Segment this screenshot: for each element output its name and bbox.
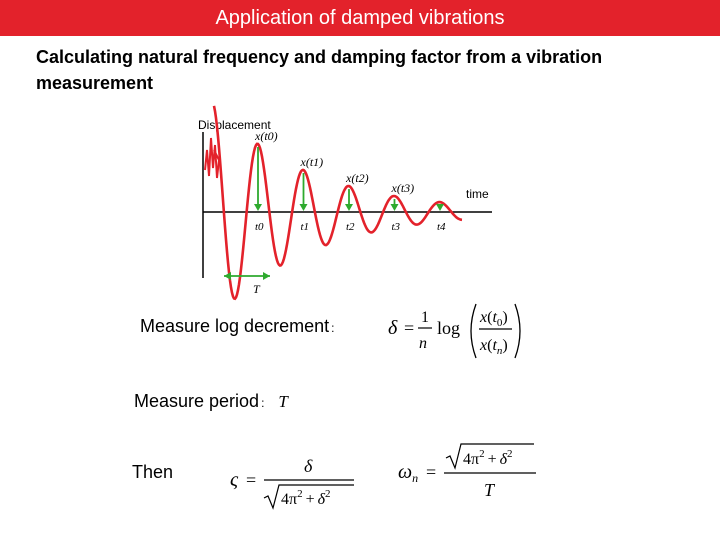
fraction-denominator: n <box>419 335 427 352</box>
slide-subtitle: Calculating natural frequency and dampin… <box>36 47 603 93</box>
delta-symbol: δ <box>388 317 398 339</box>
fraction-numerator: 1 <box>421 309 429 326</box>
frequency-radicand: 4π2 + δ2 <box>463 448 513 468</box>
peak-arrowhead-3 <box>390 204 399 211</box>
slide-title: Application of damped vibrations <box>0 0 720 36</box>
peak-label-3: x(t3) <box>391 181 415 195</box>
peak-label-0: x(t0) <box>254 129 278 143</box>
equals-sign: = <box>426 462 436 482</box>
frequency-denominator: T <box>484 480 496 500</box>
damping-radicand: 4π2 + δ2 <box>281 488 331 508</box>
time-label-3: t3 <box>392 221 401 233</box>
omega-symbol: ωn <box>398 461 418 485</box>
left-parenthesis <box>470 303 477 359</box>
period-separator: : <box>261 396 265 410</box>
equals-sign: = <box>404 318 414 338</box>
then-row: Then <box>132 462 173 483</box>
equals-sign: = <box>246 470 256 490</box>
sqrt-sign <box>445 443 534 470</box>
peak-label-2: x(t2) <box>345 171 369 185</box>
log-decrement-label: Measure log decrement <box>140 316 330 336</box>
damping-numerator: δ <box>304 456 313 476</box>
time-label-2: t2 <box>346 221 355 233</box>
log-function: log <box>437 318 460 338</box>
peak-ratio-denominator: x(tn) <box>479 337 508 357</box>
log-decrement-separator: : <box>331 321 335 335</box>
period-arrowhead-right <box>263 272 270 280</box>
damped-signal-curve <box>212 105 463 301</box>
initial-transient <box>204 137 221 179</box>
time-label-0: t0 <box>255 221 264 233</box>
time-label-4: t4 <box>437 221 446 233</box>
right-parenthesis <box>514 303 521 359</box>
period-label: T <box>253 282 261 296</box>
peak-arrowhead-4 <box>436 204 444 211</box>
peak-ratio-numerator: x(t0) <box>479 309 508 329</box>
y-axis-label: Displacement <box>198 118 271 132</box>
peak-arrowhead-1 <box>299 204 308 211</box>
zeta-symbol: ς <box>230 469 239 491</box>
sqrt-sign <box>263 484 354 510</box>
time-label-1: t1 <box>301 221 310 233</box>
log-decrement-formula: δ = 1 n log x(t0) x(tn) <box>388 303 521 359</box>
period-arrowhead-left <box>224 272 231 280</box>
period-symbol: T <box>278 392 288 411</box>
peak-arrowhead-2 <box>345 204 353 211</box>
then-label: Then <box>132 462 174 482</box>
period-label: Measure period <box>134 391 260 411</box>
x-axis-label: time <box>466 187 489 201</box>
log-decrement-row: Measure log decrement: <box>140 316 334 337</box>
natural-frequency-formula: ωn = 4π2 + δ2 T <box>398 443 536 500</box>
damping-factor-formula: ς = δ 4π2 + δ2 <box>230 456 354 510</box>
period-row: Measure period: T <box>134 391 288 412</box>
peak-label-1: x(t1) <box>300 155 324 169</box>
peak-arrowhead-0 <box>254 204 262 211</box>
